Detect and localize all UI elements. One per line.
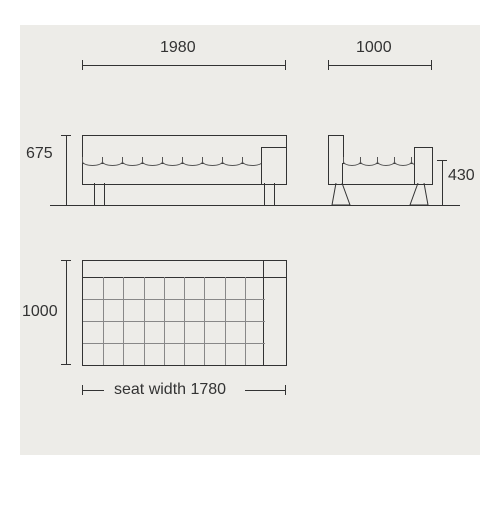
tick bbox=[328, 60, 329, 70]
side-scallop bbox=[394, 157, 412, 166]
front-seat bbox=[82, 163, 263, 185]
tick bbox=[437, 160, 447, 161]
dimline-675 bbox=[66, 135, 67, 205]
grid-line bbox=[83, 321, 265, 322]
dim-1000-top: 1000 bbox=[22, 303, 58, 321]
tick bbox=[285, 60, 286, 70]
dimline-1980 bbox=[82, 65, 286, 66]
leg bbox=[274, 183, 275, 205]
tick bbox=[431, 60, 432, 70]
dim-1000-side: 1000 bbox=[356, 39, 392, 57]
front-armrest bbox=[261, 147, 287, 185]
front-scallop bbox=[82, 157, 103, 166]
dim-675: 675 bbox=[26, 145, 53, 163]
top-back-strip bbox=[83, 261, 286, 278]
dimline-1000 bbox=[328, 65, 432, 66]
front-scallop bbox=[242, 157, 263, 166]
tick bbox=[82, 385, 83, 395]
leg bbox=[94, 183, 95, 205]
dimline-430 bbox=[442, 160, 443, 205]
sofa-top-view bbox=[82, 260, 287, 366]
leg-foot bbox=[92, 205, 106, 206]
front-scallop bbox=[122, 157, 143, 166]
leg-foot bbox=[262, 205, 276, 206]
tick bbox=[82, 60, 83, 70]
side-scallop bbox=[343, 157, 361, 166]
side-legs bbox=[328, 183, 432, 206]
side-scallop bbox=[377, 157, 395, 166]
front-scallop bbox=[102, 157, 123, 166]
dim-1980: 1980 bbox=[160, 39, 196, 57]
front-scallop bbox=[202, 157, 223, 166]
front-scallop bbox=[222, 157, 243, 166]
dimline-1000-left bbox=[66, 260, 67, 364]
top-arm-strip bbox=[263, 261, 286, 365]
side-armrest bbox=[414, 147, 433, 185]
front-scallop bbox=[182, 157, 203, 166]
tick bbox=[61, 260, 71, 261]
front-scallop bbox=[142, 157, 163, 166]
tick bbox=[285, 385, 286, 395]
drawing-canvas: 1980 1000 675 430 bbox=[20, 25, 480, 455]
side-scallop bbox=[360, 157, 378, 166]
grid-line bbox=[83, 299, 265, 300]
seat-width-label: seat width 1780 bbox=[114, 381, 226, 399]
dim-430: 430 bbox=[448, 167, 475, 185]
leg bbox=[264, 183, 265, 205]
seatwidth-line-l bbox=[82, 390, 104, 391]
seatwidth-line-r bbox=[245, 390, 285, 391]
tick bbox=[61, 364, 71, 365]
leg bbox=[104, 183, 105, 205]
tick bbox=[61, 135, 71, 136]
front-scallop bbox=[162, 157, 183, 166]
grid-line bbox=[83, 343, 265, 344]
